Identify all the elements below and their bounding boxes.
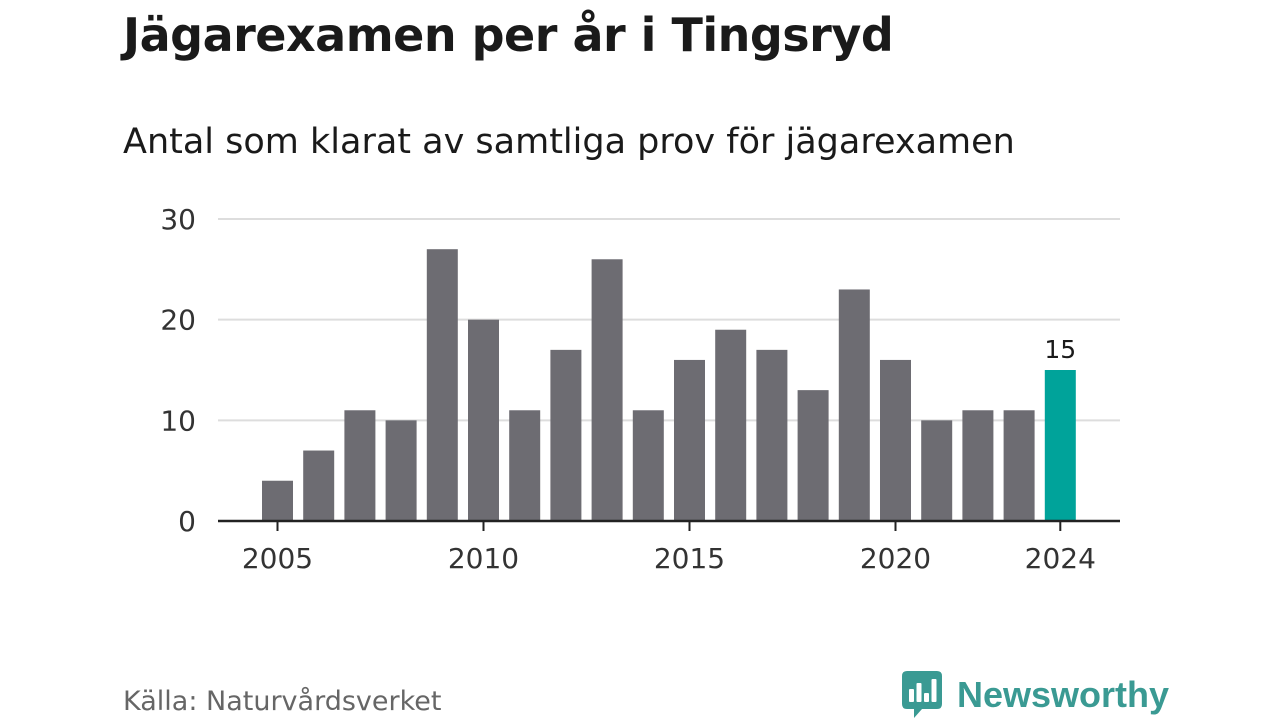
bar-2020: [880, 359, 911, 521]
bar-2005: [262, 480, 293, 521]
brand-name: Newsworthy: [957, 674, 1170, 715]
bar-2008: [385, 420, 417, 521]
bars: [262, 249, 1076, 521]
bar-2006: [303, 450, 335, 521]
bar-2018: [797, 390, 829, 521]
bar-2023: [1003, 410, 1035, 521]
chart-subtitle: Antal som klarat av samtliga prov för jä…: [123, 122, 1015, 162]
brand-logo: Newsworthy: [902, 671, 1169, 719]
bar-2013: [591, 259, 623, 521]
x-tick-label: 2020: [860, 542, 931, 575]
bar-chart-speech-bubble-icon: [902, 671, 942, 718]
y-tick-label: 20: [160, 304, 196, 337]
bar-2024: [1044, 370, 1076, 521]
source-note: Källa: Naturvårdsverket: [123, 686, 442, 717]
bar-2021: [921, 420, 953, 521]
bar-2022: [962, 410, 994, 521]
bar-2009: [426, 249, 458, 521]
bar-2019: [838, 289, 870, 521]
chart-title: Jägarexamen per år i Tingsryd: [123, 8, 894, 62]
bar-2016: [715, 329, 747, 521]
labels: 0 10 20 30 15 2005 2010 2015 2020 2024: [160, 203, 1096, 575]
bar-2010: [468, 319, 499, 521]
bar-2011: [509, 410, 541, 521]
bar-2014: [632, 410, 664, 521]
bar-2007: [344, 410, 376, 521]
bar-2017: [756, 349, 788, 521]
y-tick-label: 0: [178, 505, 196, 538]
x-tick-label: 2010: [448, 542, 519, 575]
bar-2012: [550, 349, 582, 521]
x-tick-label: 2005: [242, 542, 313, 575]
x-tick-label: 2015: [654, 542, 725, 575]
data-label-2024: 15: [1044, 335, 1076, 364]
x-tick-label: 2024: [1025, 542, 1096, 575]
y-tick-label: 30: [160, 203, 196, 236]
grid-lines: [218, 218, 1120, 422]
axes: [218, 519, 1120, 531]
y-tick-label: 10: [160, 404, 196, 437]
bar-2015: [674, 359, 705, 521]
